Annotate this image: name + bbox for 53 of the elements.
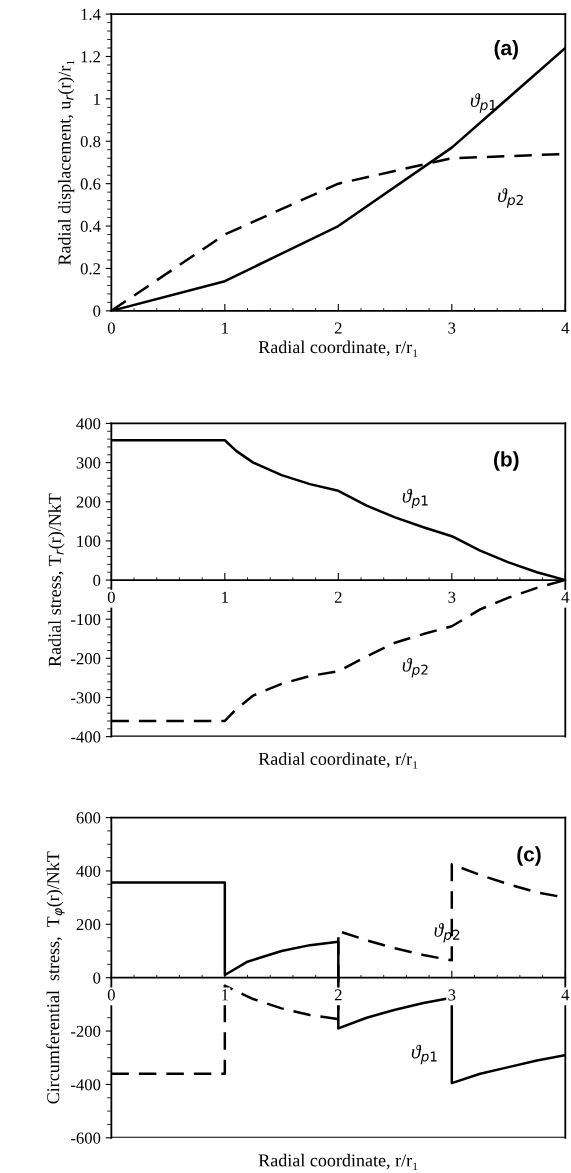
y-tick-label: -400	[71, 1079, 101, 1091]
x-tick-label: 4	[561, 322, 570, 334]
y-tick-label: -300	[71, 692, 101, 704]
x-tick-label: 0	[107, 989, 115, 1001]
y-tick-label: -200	[71, 1025, 101, 1038]
y-tick-label: 600	[76, 812, 101, 824]
y-axis-title: Circumferential stress, T$_{φ}$(r)/NkT	[46, 851, 65, 1104]
x-axis-title: Radial coordinate, r/r₁	[258, 752, 418, 769]
y-tick-label: 0.2	[80, 263, 101, 275]
y-tick-label: 0	[93, 972, 101, 984]
x-tick-label: 0	[107, 322, 115, 334]
y-tick-label: 0	[93, 305, 101, 317]
y-tick-label: -200	[71, 653, 101, 665]
y-tick-label: 400	[76, 418, 101, 430]
y-axis-title: Radial stress, T$_{r}$(r)/NkT	[48, 493, 65, 667]
y-tick-label: 200	[76, 919, 101, 931]
x-tick-label: 2	[334, 989, 342, 1001]
y-tick-label: 400	[76, 865, 101, 877]
annotation: (b)	[494, 451, 519, 471]
annotation: ϑ$_{p2}$	[434, 923, 460, 943]
y-tick-label: 0.8	[80, 135, 101, 148]
y-tick-label: 0	[93, 574, 101, 586]
x-axis-title: Radial coordinate, r/r₁	[258, 340, 418, 357]
annotation: ϑ$_{p2}$	[498, 188, 523, 208]
y-tick-label: 1	[94, 93, 100, 105]
x-tick-label: 3	[448, 322, 456, 334]
x-axis-title: Radial coordinate, r/r₁	[258, 1153, 418, 1170]
y-tick-label: 0.6	[80, 178, 101, 190]
x-tick-label: 3	[448, 591, 456, 603]
x-tick-label: 1	[222, 322, 228, 334]
y-tick-label: -600	[71, 1132, 101, 1144]
x-tick-label: 1	[222, 989, 228, 1001]
y-tick-label: 200	[76, 496, 101, 508]
annotation: ϑ$_{p1}$	[470, 93, 496, 113]
annotation: ϑ$_{p2}$	[402, 657, 428, 678]
x-tick-label: 2	[334, 322, 342, 334]
y-tick-label: 100	[77, 535, 101, 547]
x-tick-label: 4	[561, 989, 570, 1001]
y-tick-label: 1.4	[81, 8, 101, 21]
x-tick-label: 4	[561, 591, 570, 603]
y-axis-title: Radial displacement, u$_{r}$(r)/r₁	[57, 60, 75, 266]
x-tick-label: 2	[334, 591, 342, 603]
annotation: ϑ$_{p1}$	[411, 1044, 437, 1065]
annotation: ϑ$_{p1}$	[402, 488, 428, 509]
y-tick-label: 0.4	[80, 220, 101, 233]
x-tick-label: 1	[222, 591, 228, 603]
y-tick-label: -400	[71, 731, 101, 743]
y-tick-label: 1.2	[81, 51, 101, 63]
y-tick-label: -100	[71, 613, 101, 626]
annotation: (a)	[494, 39, 518, 60]
x-tick-label: 0	[107, 591, 115, 603]
y-tick-label: 300	[76, 457, 101, 469]
annotation: (c)	[517, 846, 541, 866]
